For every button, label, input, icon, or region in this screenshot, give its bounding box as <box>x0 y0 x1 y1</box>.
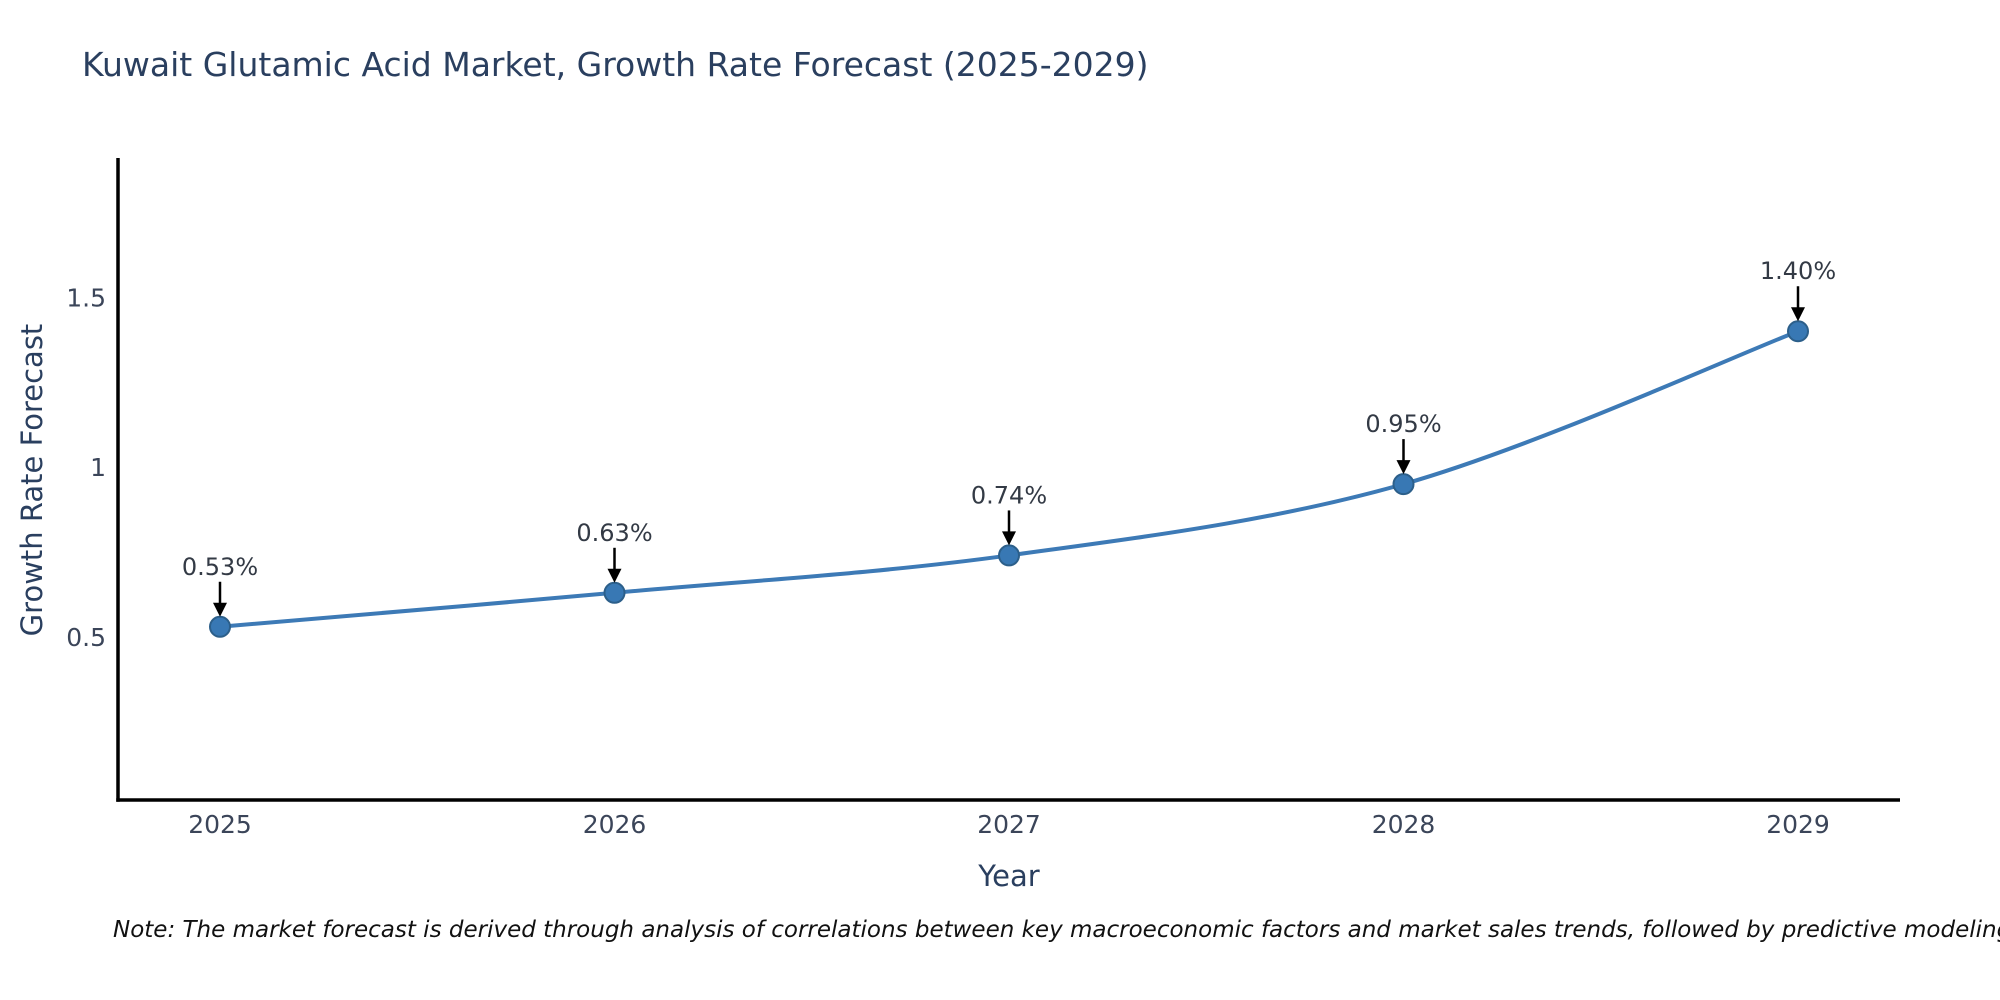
line-path <box>218 329 1800 629</box>
data-point <box>1392 473 1415 496</box>
point-annotation: 0.95% <box>1365 410 1441 438</box>
point-annotation: 0.53% <box>182 553 258 581</box>
annotation-arrowhead <box>1791 307 1805 322</box>
x-tick-label: 2026 <box>583 810 647 839</box>
point-annotation: 0.63% <box>576 519 652 547</box>
annotation-arrowhead <box>607 568 622 583</box>
footnote: Note: The market forecast is derived thr… <box>113 917 2000 943</box>
y-tick-label: 1.5 <box>66 283 106 312</box>
y-tick-label: 0.5 <box>66 623 106 652</box>
y-axis-title: Growth Rate Forecast <box>15 324 49 637</box>
data-point <box>998 544 1020 567</box>
point-annotation: 0.74% <box>971 481 1047 509</box>
annotation-arrowhead <box>1396 460 1411 475</box>
x-tick-label: 2029 <box>1766 810 1830 839</box>
annotation-arrowhead <box>213 602 227 617</box>
annotation-arrowhead <box>1002 531 1016 546</box>
x-tick-label: 2027 <box>977 810 1041 839</box>
x-tick-label: 2028 <box>1372 810 1436 839</box>
data-point <box>603 581 626 604</box>
chart-title: Kuwait Glutamic Acid Market, Growth Rate… <box>82 45 1149 84</box>
data-point <box>209 615 231 638</box>
y-tick-label: 1 <box>90 453 106 482</box>
data-point <box>1787 320 1809 343</box>
x-axis-title: Year <box>977 859 1039 893</box>
x-tick-label: 2025 <box>188 810 252 839</box>
plot-area: 0.53% 0.63% 0.74% 0.95% 1.40% 0.5 1 1.5 2025 2026… <box>66 158 1900 839</box>
point-annotation: 1.40% <box>1760 257 1836 285</box>
